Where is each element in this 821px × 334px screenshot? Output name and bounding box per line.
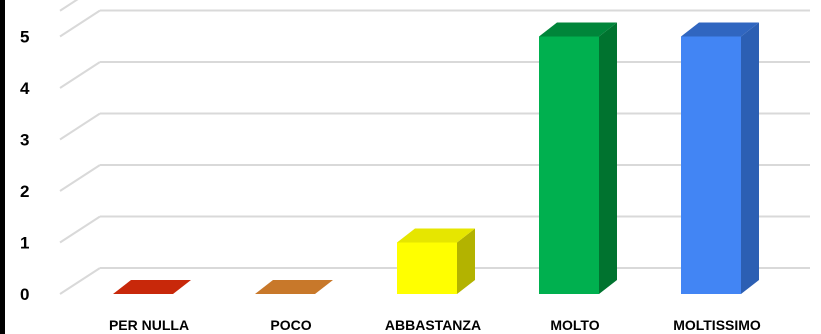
x-tick-label: MOLTISSIMO bbox=[673, 317, 761, 333]
y-tick-label: 3 bbox=[20, 131, 29, 150]
x-tick-label: MOLTO bbox=[550, 317, 599, 333]
bar-front bbox=[397, 242, 457, 294]
bar-side bbox=[599, 22, 617, 294]
gridline-diagonal bbox=[59, 267, 101, 295]
y-tick-label: 2 bbox=[20, 182, 29, 201]
bar-top bbox=[113, 280, 191, 294]
bar-moltissimo bbox=[681, 22, 759, 294]
bar-top bbox=[681, 22, 759, 37]
y-tick-label: 4 bbox=[20, 79, 30, 98]
y-axis-ticks: 0 1 2 3 4 5 bbox=[20, 28, 30, 305]
bar-front bbox=[681, 36, 741, 294]
bar-side bbox=[457, 228, 475, 294]
x-tick-label: POCO bbox=[270, 317, 311, 333]
y-tick-label: 0 bbox=[20, 285, 29, 304]
bar-front bbox=[539, 36, 599, 294]
gridline-diagonal bbox=[59, 112, 101, 141]
bar-side bbox=[741, 22, 759, 294]
bar-molto bbox=[539, 22, 617, 294]
gridline-diagonal bbox=[59, 164, 101, 192]
gridline-diagonal bbox=[59, 61, 101, 89]
bars bbox=[113, 22, 759, 294]
y-tick-label: 5 bbox=[20, 28, 29, 47]
gridline-diagonal bbox=[59, 215, 101, 244]
left-axis-border bbox=[0, 0, 5, 334]
bar-abbastanza bbox=[397, 228, 475, 294]
x-tick-label: ABBASTANZA bbox=[385, 317, 481, 333]
bar-poco bbox=[255, 280, 333, 294]
bar-top bbox=[255, 280, 333, 294]
bar-top bbox=[397, 228, 475, 243]
x-axis-labels: PER NULLA POCO ABBASTANZA MOLTO MOLTISSIMO bbox=[109, 317, 761, 333]
y-tick-label: 1 bbox=[20, 234, 29, 253]
bar-top bbox=[539, 22, 617, 37]
x-tick-label: PER NULLA bbox=[109, 317, 189, 333]
gridline-diagonal bbox=[59, 0, 79, 12]
bar-per-nulla bbox=[113, 280, 191, 294]
gridline-diagonal bbox=[59, 9, 101, 38]
